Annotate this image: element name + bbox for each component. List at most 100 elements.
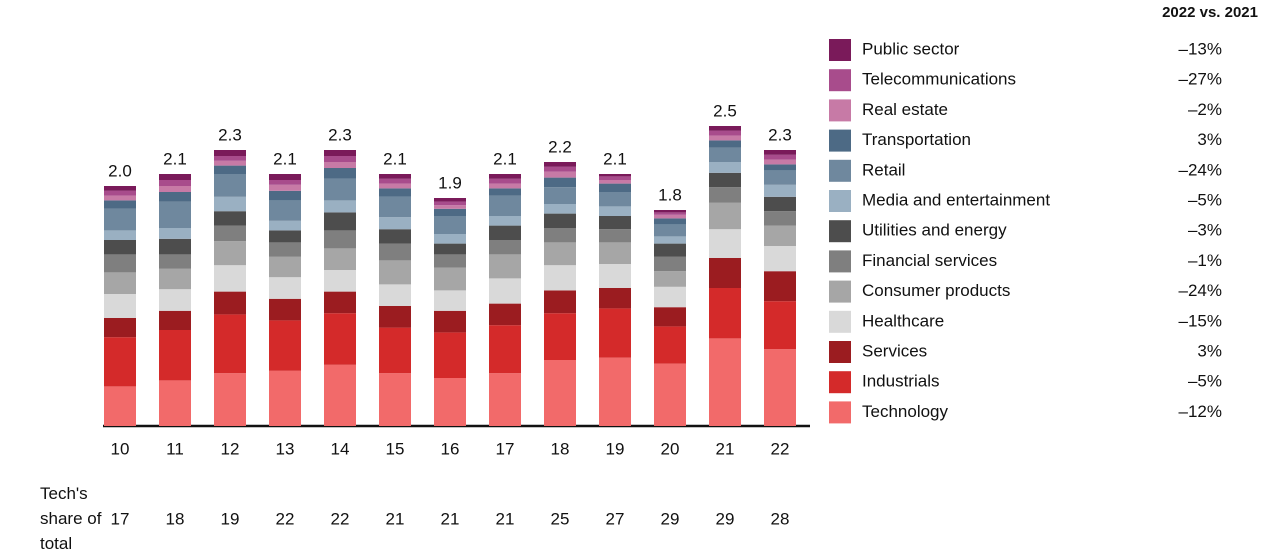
bar-segment [599,288,631,309]
legend-label: Industrials [862,372,939,391]
legend-label: Retail [862,160,905,179]
total-label: 1.8 [658,185,682,204]
bar-segment [654,214,686,219]
bar-segment [324,313,356,365]
bar-segment [214,314,246,374]
bar-segment [709,338,741,426]
bar-segment [709,258,741,288]
bar-segment [104,200,136,209]
bar-segment [269,298,301,321]
legend-label: Public sector [862,39,960,58]
bar-segment [269,230,301,243]
bar-segment [434,310,466,333]
legend-label: Utilities and energy [862,221,1007,240]
share-value: 22 [331,509,350,528]
bar-segment [379,229,411,244]
bar-segment [269,256,301,278]
legend-swatch [829,371,851,394]
bar-segment [709,162,741,173]
bar-segment [654,271,686,287]
bar-segment [269,180,301,185]
bar-segment [379,373,411,426]
bar-segment [379,174,411,179]
bar-segment [214,150,246,156]
bar-segment [599,242,631,264]
bar-segment [709,140,741,148]
legend-change: –5% [1188,190,1222,209]
bar-segment [599,180,631,184]
bar-segment [544,290,576,314]
bar-segment [709,187,741,203]
legend-change: –24% [1179,160,1222,179]
total-label: 2.1 [163,149,187,168]
share-value: 17 [111,509,130,528]
bar-segment [269,174,301,180]
bar-segment [104,230,136,240]
legend-swatch [829,310,851,333]
x-tick-label: 18 [551,439,570,458]
share-value: 22 [276,509,295,528]
legend-label: Financial services [862,251,997,270]
bar-segment [599,216,631,230]
bar-segment [709,130,741,136]
bar-segment [489,188,521,196]
bar-segment [489,303,521,326]
bar-segment [599,357,631,426]
bar-segment [764,246,796,272]
share-value: 25 [551,509,570,528]
bar-segment [489,195,521,216]
x-tick-label: 17 [496,439,515,458]
bar-segment [544,313,576,360]
legend-change: –3% [1188,221,1222,240]
bar-segment [324,212,356,231]
bar-segment [434,290,466,311]
bar-segment [269,320,301,371]
bar-segment [159,192,191,202]
bar-segment [379,217,411,230]
bar-segment [324,178,356,201]
legend-swatch [829,159,851,182]
bar-segment [214,156,246,161]
bar-segment [764,159,796,165]
bar-segment [324,162,356,168]
bar-segment [434,234,466,244]
bar-segment [544,242,576,266]
legend-label: Media and entertainment [862,190,1050,209]
share-value: 21 [441,509,460,528]
bar-segment [544,213,576,228]
bar-segment [434,205,466,209]
share-value: 18 [166,509,185,528]
x-tick-label: 10 [111,439,130,458]
bar-segment [434,198,466,202]
bar-segment [489,178,521,184]
bar-segment [544,171,576,178]
bar-segment [599,174,631,177]
bar-segment [104,386,136,426]
bar-segment [654,326,686,364]
share-value: 29 [661,509,680,528]
bar-segment [654,224,686,237]
bar-segment [599,176,631,180]
legend-change: –2% [1188,100,1222,119]
bar-segment [489,373,521,426]
bar-segment [324,156,356,162]
bar-segment [379,188,411,197]
bar-segment [764,271,796,302]
bar-segment [599,183,631,192]
bar-segment [159,310,191,330]
bar-segment [379,260,411,285]
share-value: 21 [496,509,515,528]
bar-segment [159,180,191,186]
bar-segment [379,327,411,374]
total-label: 2.2 [548,137,572,156]
legend-change: –13% [1179,39,1222,58]
bar-segment [104,240,136,255]
bar-segment [709,126,741,131]
bar-segment [544,177,576,188]
bar-segment [324,291,356,314]
legend-label: Transportation [862,130,971,149]
bar-segment [214,165,246,174]
legend-swatch [829,69,851,92]
bar-segment [159,254,191,269]
